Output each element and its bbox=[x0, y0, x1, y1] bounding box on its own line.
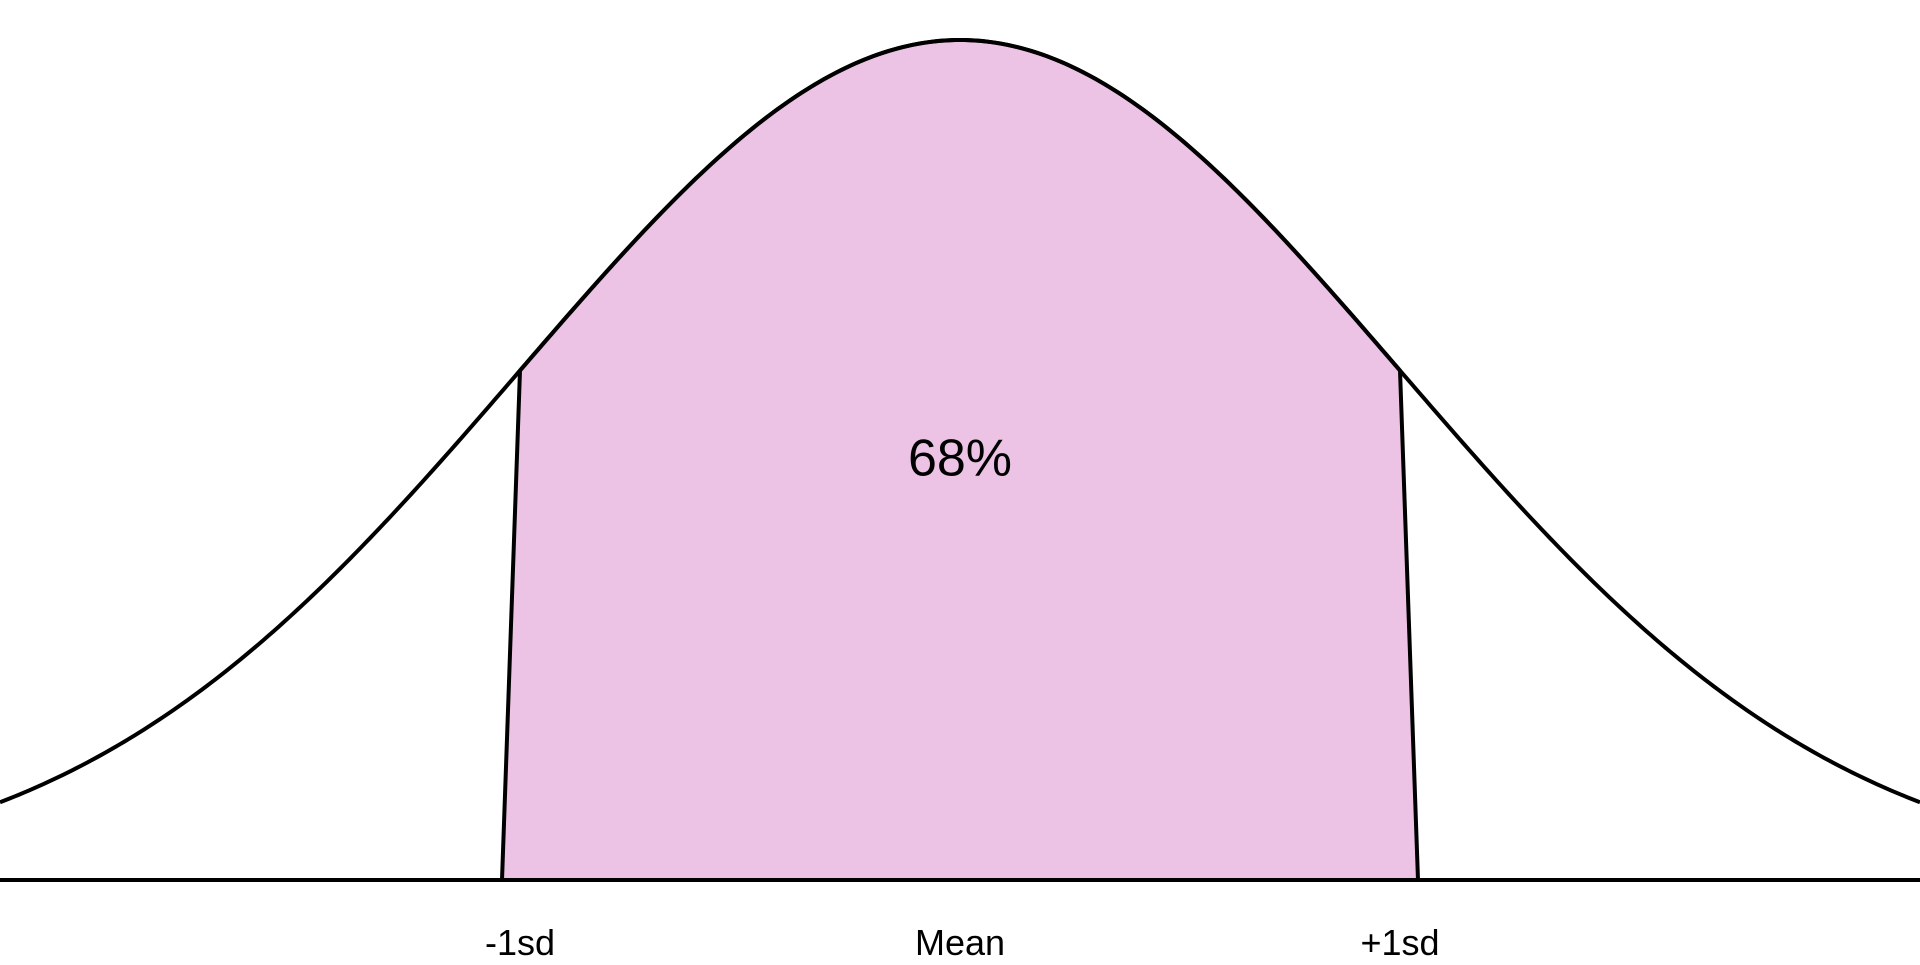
normal-curve-line bbox=[0, 38, 1920, 805]
x-tick-label: -1sd bbox=[485, 922, 555, 960]
x-tick-label: +1sd bbox=[1360, 922, 1439, 960]
x-tick-label: Mean bbox=[915, 922, 1005, 960]
x-tick-labels: -1sd Mean +1sd bbox=[485, 922, 1440, 963]
shaded-region-label: 68% bbox=[908, 430, 1012, 488]
